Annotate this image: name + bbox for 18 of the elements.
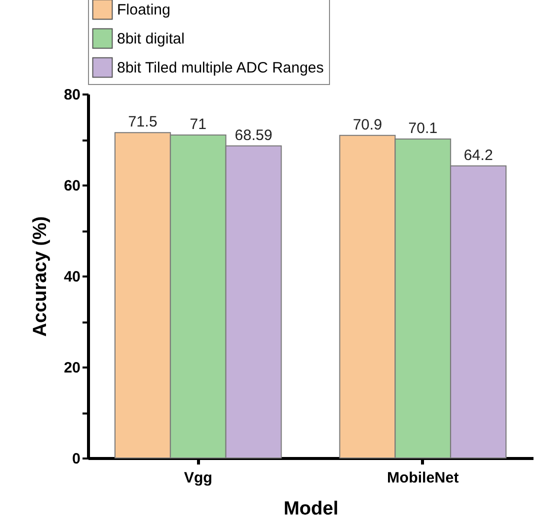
x-tick-label: Vgg xyxy=(184,470,212,486)
y-axis-title: Accuracy (%) xyxy=(30,216,51,337)
legend-label: 8bit digital xyxy=(117,30,185,48)
legend-label: 8bit Tiled multiple ADC Ranges xyxy=(117,60,324,76)
data-label: 71.5 xyxy=(128,114,158,131)
data-label: 68.59 xyxy=(234,126,272,144)
data-label: 70.9 xyxy=(352,116,382,134)
y-tick-label: 40 xyxy=(64,268,80,286)
x-axis-title: Model xyxy=(284,498,338,520)
data-label: 64.2 xyxy=(464,146,493,164)
y-tick-label: 80 xyxy=(64,86,80,104)
x-tick-label: MobileNet xyxy=(387,470,459,486)
legend-label: Floating xyxy=(117,2,170,18)
data-label: 70.1 xyxy=(408,120,438,138)
y-tick-label: 20 xyxy=(64,360,80,376)
y-tick-label: 0 xyxy=(72,450,80,468)
data-label: 71 xyxy=(190,116,206,133)
y-tick-label: 60 xyxy=(64,178,80,194)
